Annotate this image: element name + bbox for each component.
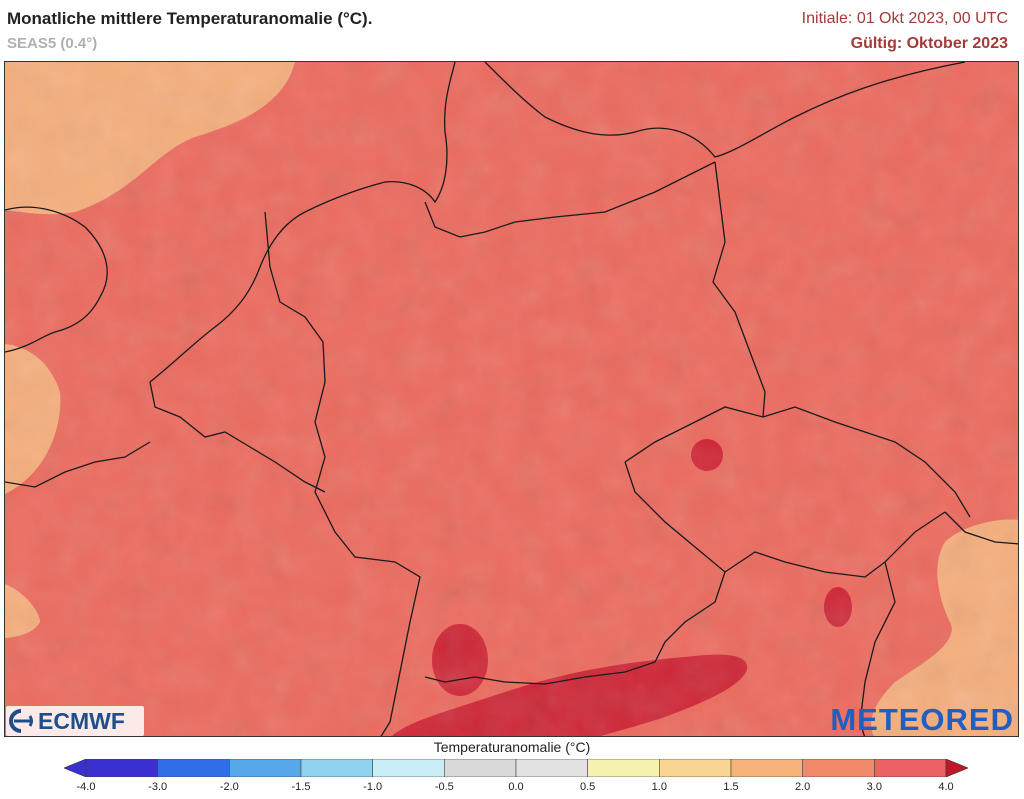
initial-time: Initiale: 01 Okt 2023, 00 UTC bbox=[801, 10, 1008, 27]
color-scale-bar bbox=[64, 759, 968, 777]
map-canvas bbox=[5, 62, 1018, 736]
valid-period: Gültig: Oktober 2023 bbox=[850, 35, 1008, 52]
legend-swatch bbox=[229, 759, 302, 777]
legend-swatch bbox=[515, 759, 588, 777]
legend-tick-label: -1.0 bbox=[363, 781, 383, 793]
anomaly-map[interactable] bbox=[4, 61, 1019, 737]
legend-swatch bbox=[730, 759, 803, 777]
legend-swatch bbox=[874, 759, 947, 777]
legend-tick-label: 3.0 bbox=[866, 781, 882, 793]
legend-tick-label: 2.0 bbox=[795, 781, 811, 793]
legend-tick-label: 0.5 bbox=[580, 781, 596, 793]
legend-tick-label: 1.0 bbox=[651, 781, 667, 793]
ecmwf-logo-text: ECMWF bbox=[38, 707, 125, 734]
legend-swatch bbox=[802, 759, 875, 777]
legend-swatch bbox=[444, 759, 517, 777]
legend-tick-label: 0.0 bbox=[508, 781, 524, 793]
coastline-border-lines bbox=[5, 62, 1018, 736]
model-subtitle: SEAS5 (0.4°) bbox=[7, 35, 98, 52]
ecmwf-logo: ECMWF bbox=[6, 706, 144, 736]
legend-swatch bbox=[587, 759, 660, 777]
meteored-logo: METEORED bbox=[830, 702, 1014, 737]
legend-swatch bbox=[659, 759, 732, 777]
legend-tick-label: -0.5 bbox=[434, 781, 454, 793]
map-title: Monatliche mittlere Temperaturanomalie (… bbox=[7, 9, 373, 28]
legend-swatch bbox=[157, 759, 230, 777]
legend-tick-label: -1.5 bbox=[291, 781, 311, 793]
legend-tick-label: 1.5 bbox=[723, 781, 739, 793]
legend-title: Temperaturanomalie (°C) bbox=[433, 739, 591, 755]
legend-swatch bbox=[372, 759, 445, 777]
legend-arrow-low bbox=[64, 759, 87, 777]
legend-tick-label: 4.0 bbox=[938, 781, 954, 793]
legend-tick-label: -3.0 bbox=[148, 781, 168, 793]
legend-tick-label: -4.0 bbox=[76, 781, 96, 793]
legend-tick-label: -2.0 bbox=[219, 781, 239, 793]
legend-arrow-high bbox=[945, 759, 968, 777]
legend-swatch bbox=[85, 759, 158, 777]
ecmwf-globe-icon bbox=[9, 709, 33, 733]
legend-swatch bbox=[300, 759, 373, 777]
